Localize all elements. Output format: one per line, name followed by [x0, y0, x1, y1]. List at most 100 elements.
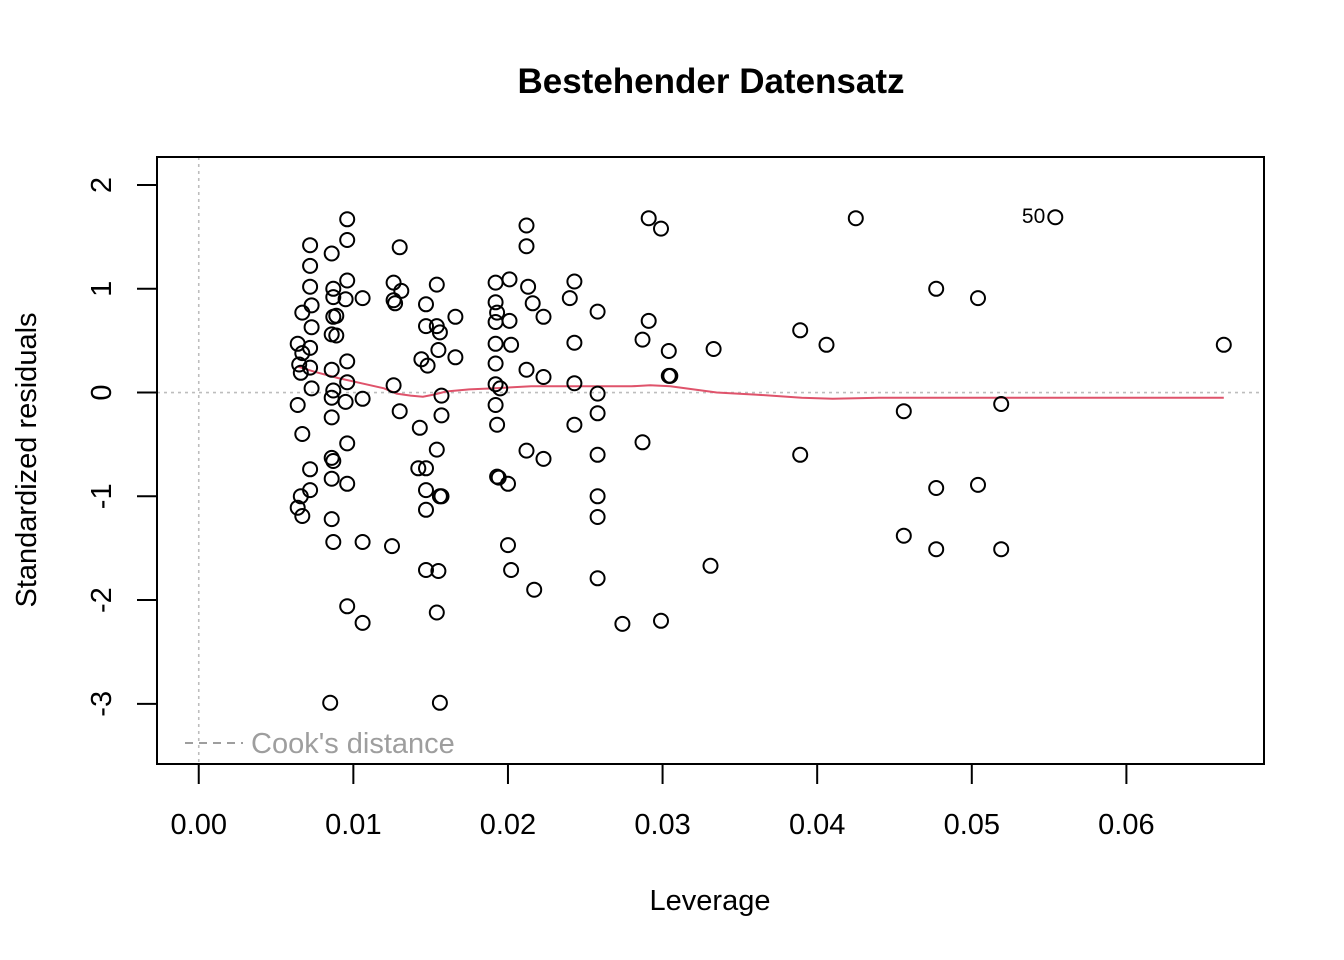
chart-title: Bestehender Datensatz: [517, 62, 904, 101]
data-point: [354, 390, 371, 407]
y-axis-label: Standardized residuals: [11, 312, 43, 607]
data-point: [566, 375, 583, 392]
data-point: [302, 359, 319, 376]
x-tick-label: 0.04: [789, 809, 845, 841]
data-point: [487, 355, 504, 372]
data-point: [1215, 336, 1232, 353]
data-point: [302, 257, 319, 274]
data-point: [487, 335, 504, 352]
data-point: [323, 389, 340, 406]
data-point: [433, 488, 450, 505]
data-point: [294, 345, 311, 362]
data-point: [993, 396, 1010, 412]
data-point: [895, 403, 912, 420]
data-point: [589, 446, 606, 463]
x-tick-label: 0.02: [480, 809, 536, 841]
data-point: [589, 488, 606, 505]
data-point: [589, 570, 606, 587]
data-point: [535, 450, 552, 467]
data-point: [391, 239, 408, 256]
data-point: [520, 278, 537, 295]
data-point: [589, 385, 606, 402]
data-point: [428, 441, 445, 458]
data-point: [614, 615, 631, 632]
data-point: [302, 237, 319, 254]
data-point: [487, 274, 504, 291]
data-point: [653, 220, 669, 237]
data-point: [589, 509, 606, 525]
data-point: [589, 303, 606, 320]
data-point: [535, 369, 552, 385]
data-point: [518, 442, 535, 459]
data-point: [337, 291, 354, 308]
data-point: [325, 382, 342, 399]
data-point: [339, 374, 356, 391]
data-point: [339, 272, 356, 289]
data-point: [518, 361, 535, 378]
data-point: [566, 334, 583, 351]
data-point: [302, 482, 319, 499]
data-point: [640, 210, 657, 227]
data-point: [993, 541, 1010, 558]
data-point: [503, 562, 520, 578]
data-point: [302, 278, 319, 295]
data-point: [339, 475, 356, 492]
data-point: [393, 282, 410, 299]
data-point: [489, 416, 506, 433]
data-point: [970, 476, 986, 493]
data-point: [818, 336, 835, 353]
data-point: [303, 319, 320, 336]
data-point: [354, 290, 371, 307]
data-point: [433, 407, 450, 424]
data-point: [928, 280, 945, 297]
data-point: [492, 380, 509, 397]
data-point: [487, 314, 504, 330]
legend-label: Cook's distance: [251, 728, 455, 760]
data-point: [303, 380, 320, 397]
data-point: [487, 376, 504, 393]
data-point: [289, 397, 306, 413]
data-point: [518, 238, 535, 255]
data-point: [895, 527, 912, 544]
data-point: [328, 307, 345, 324]
data-point: [339, 211, 356, 228]
annotations-layer: 50: [1022, 205, 1045, 228]
y-axis: -3 -2 -1 0 1 2: [86, 177, 158, 717]
data-point: [487, 397, 504, 413]
data-point: [303, 297, 320, 314]
data-point: [339, 435, 356, 452]
y-tick-label: -2: [86, 587, 118, 613]
data-point: [634, 434, 651, 451]
data-point: [328, 327, 345, 344]
data-point: [503, 336, 520, 353]
data-point: [418, 460, 434, 477]
data-point: [323, 361, 340, 378]
data-point: [322, 694, 339, 711]
data-point: [391, 403, 408, 420]
smooth-line: [297, 365, 1224, 400]
legend: Cook's distance: [185, 728, 455, 760]
data-point: [702, 557, 719, 574]
data-point: [431, 694, 448, 711]
x-axis: 0.00 0.01 0.02 0.03 0.04 0.05 0.06: [171, 763, 1155, 841]
data-point: [589, 405, 606, 422]
data-point: [566, 273, 583, 290]
data-point: [385, 274, 402, 291]
x-axis-label: Leverage: [650, 885, 771, 917]
data-point: [339, 598, 356, 615]
data-point: [447, 308, 464, 325]
data-point: [339, 232, 356, 248]
data-point: [430, 563, 447, 579]
data-point: [292, 364, 309, 381]
data-point: [526, 581, 543, 598]
data-point: [792, 446, 809, 463]
data-point: [418, 501, 434, 518]
data-point: [291, 356, 308, 373]
data-point: [640, 312, 657, 329]
data-point: [289, 499, 306, 516]
data-point: [428, 604, 445, 621]
data-point: [339, 353, 356, 370]
data-point: [662, 367, 679, 384]
y-tick-label: -3: [86, 691, 118, 717]
